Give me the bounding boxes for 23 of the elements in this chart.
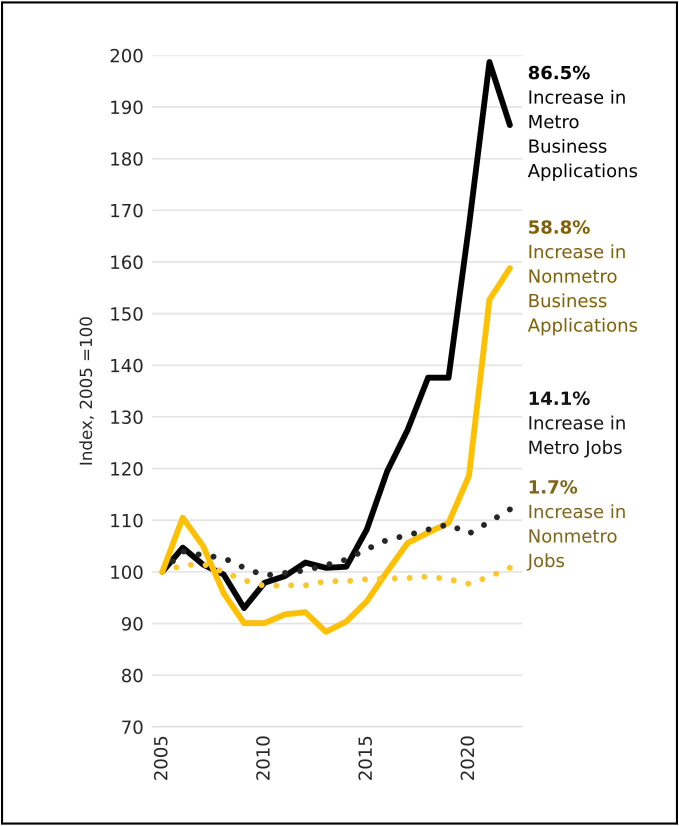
y-tick-label: 190 bbox=[111, 100, 143, 114]
y-tick-label: 180 bbox=[111, 152, 143, 166]
y-tick-label: 90 bbox=[122, 617, 143, 631]
y-tick-label: 70 bbox=[122, 720, 143, 734]
y-axis-title: Index, 2005 =100 bbox=[79, 317, 94, 464]
y-tick-label: 140 bbox=[111, 358, 143, 372]
y-tick-label: 80 bbox=[122, 668, 143, 682]
text: 58.8% Increase in Nonmetro Business Applications bbox=[528, 220, 638, 336]
y-tick-label: 150 bbox=[111, 307, 143, 321]
y-tick-label: 200 bbox=[110, 48, 143, 62]
text: 14.1% Increase in Metro Jobs bbox=[529, 391, 625, 458]
x-tick-label: 2020 bbox=[460, 736, 474, 780]
text: 86.5% Increase in Metro Business Applications bbox=[528, 66, 638, 181]
y-tick-label: 110 bbox=[111, 514, 143, 528]
x-tick-label: 2010 bbox=[256, 736, 270, 780]
text: 1.7% Increase in Nonmetro Jobs bbox=[526, 480, 625, 571]
y-tick-label: 100 bbox=[111, 565, 143, 580]
y-tick-label: 160 bbox=[111, 255, 143, 270]
x-tick-label: 2015 bbox=[358, 736, 372, 780]
y-tick-label: 130 bbox=[111, 410, 143, 424]
x-tick-label: 2005 bbox=[154, 736, 168, 780]
y-tick-label: 170 bbox=[111, 204, 143, 218]
y-tick-label: 120 bbox=[111, 462, 143, 476]
